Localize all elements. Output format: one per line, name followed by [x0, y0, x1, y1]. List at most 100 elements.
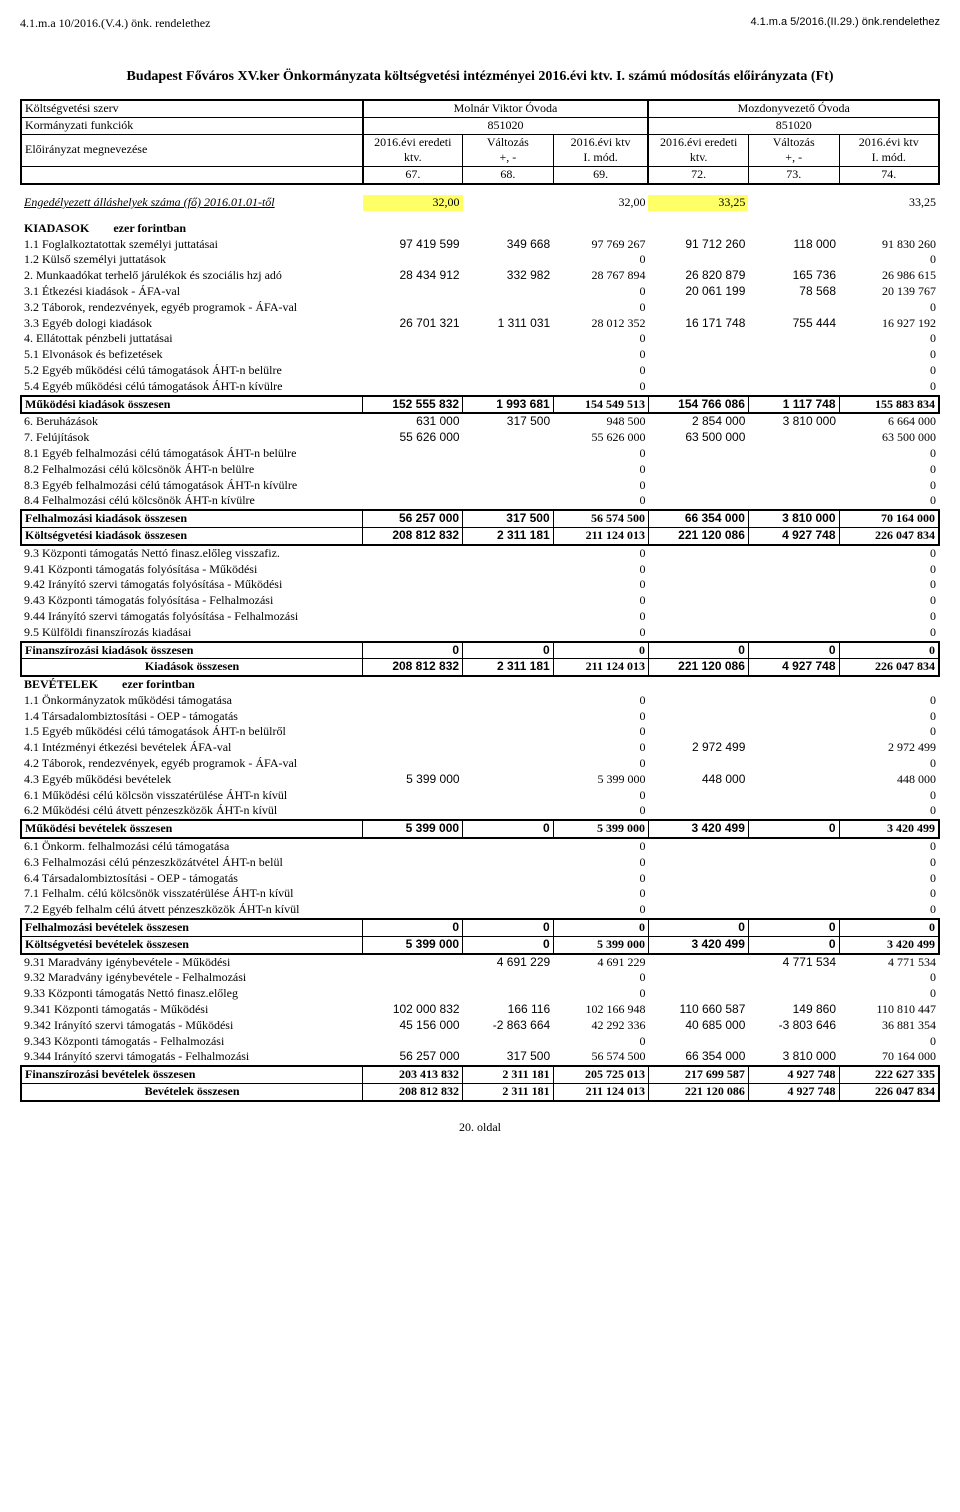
cell [748, 803, 839, 820]
cell [648, 347, 748, 363]
cell: 36 881 354 [839, 1018, 939, 1034]
cell: 0 [839, 902, 939, 919]
cell: 0 [553, 986, 648, 1002]
cell: 349 668 [463, 237, 554, 253]
cell: 0 [553, 709, 648, 725]
row-label: 7.1 Felhalm. célú kölcsönök visszatérülé… [21, 886, 363, 902]
cell: 0 [839, 625, 939, 642]
row-label: 1.1 Foglalkoztatottak személyi juttatása… [21, 237, 363, 253]
cell [648, 709, 748, 725]
cell: 755 444 [748, 316, 839, 332]
cell [463, 693, 554, 709]
table-row: 9.341 Központi támogatás - Működési102 0… [21, 1002, 939, 1018]
cell [648, 562, 748, 578]
row-label: 9.32 Maradvány igénybevétele - Felhalmoz… [21, 970, 363, 986]
header-refs: 4.1.m.a 10/2016.(V.4.) önk. rendelethez … [20, 16, 940, 31]
hdr-c3a: 2016.évi eredeti [648, 134, 748, 150]
cell [463, 724, 554, 740]
cell [463, 709, 554, 725]
cell: 0 [553, 252, 648, 268]
row-label: 7. Felújítások [21, 430, 363, 446]
cell: 45 156 000 [363, 1018, 463, 1034]
cell [363, 379, 463, 396]
cell: 149 860 [748, 1002, 839, 1018]
row-label: 9.5 Külföldi finanszírozás kiadásai [21, 625, 363, 642]
cell: 56 257 000 [363, 1049, 463, 1066]
cell [748, 609, 839, 625]
row-label: 9.42 Irányító szervi támogatás folyósítá… [21, 577, 363, 593]
cell: 97 419 599 [363, 237, 463, 253]
table-row: 9.5 Külföldi finanszírozás kiadásai00 [21, 625, 939, 642]
cell: 0 [553, 300, 648, 316]
cell [748, 252, 839, 268]
row-koltsegv-kiadasok: Költségvetési kiadások összesen 208 812 … [21, 527, 939, 544]
cell [748, 625, 839, 642]
cell: 2 972 499 [648, 740, 748, 756]
cell [463, 886, 554, 902]
table-row: 6.1 Működési célú kölcsön visszatérülése… [21, 788, 939, 804]
cell [648, 577, 748, 593]
cell [463, 593, 554, 609]
table-row: 2. Munkaadókat terhelő járulékok és szoc… [21, 268, 939, 284]
cell [363, 855, 463, 871]
cell [748, 593, 839, 609]
cell [363, 462, 463, 478]
cell [463, 986, 554, 1002]
cell [748, 693, 839, 709]
cell: 78 568 [748, 284, 839, 300]
cell: 26 701 321 [363, 316, 463, 332]
cell [648, 788, 748, 804]
cell [648, 871, 748, 887]
row-label: 9.3 Központi támogatás Nettó finasz.elől… [21, 545, 363, 562]
cell: 0 [839, 1034, 939, 1050]
cell [363, 577, 463, 593]
cell [648, 693, 748, 709]
cell: 0 [553, 902, 648, 919]
cell: 0 [839, 970, 939, 986]
cell [648, 593, 748, 609]
cell [648, 545, 748, 562]
table-row: 3.2 Táborok, rendezvények, egyéb program… [21, 300, 939, 316]
cell [363, 363, 463, 379]
cell: 0 [553, 478, 648, 494]
cell [648, 462, 748, 478]
cell: 0 [553, 803, 648, 820]
label-eloir: Előirányzat megnevezése [21, 134, 363, 167]
cell: 2 972 499 [839, 740, 939, 756]
colnum-74: 74. [839, 167, 939, 184]
cell [748, 740, 839, 756]
cell: 0 [839, 446, 939, 462]
row-label: 1.5 Egyéb működési célú támogatások ÁHT-… [21, 724, 363, 740]
cell [463, 609, 554, 625]
cell: 317 500 [463, 413, 554, 430]
cell [463, 625, 554, 642]
cell: 63 500 000 [648, 430, 748, 446]
cell: 631 000 [363, 413, 463, 430]
cell [463, 493, 554, 510]
row-label: 9.41 Központi támogatás folyósítása - Mű… [21, 562, 363, 578]
cell [463, 577, 554, 593]
table-row: 9.344 Irányító szervi támogatás - Felhal… [21, 1049, 939, 1066]
cell: 97 769 267 [553, 237, 648, 253]
cell [463, 772, 554, 788]
cell: 3 810 000 [748, 1049, 839, 1066]
cell: 332 982 [463, 268, 554, 284]
cell [463, 252, 554, 268]
cell [463, 756, 554, 772]
hdr-c5a: 2016.évi ktv [839, 134, 939, 150]
cell: 0 [553, 756, 648, 772]
cell: 28 767 894 [553, 268, 648, 284]
row-felhalm-kiadasok: Felhalmozási kiadások összesen 56 257 00… [21, 510, 939, 527]
cell [648, 986, 748, 1002]
cell: 4 771 534 [748, 954, 839, 971]
cell [463, 363, 554, 379]
cell: 40 685 000 [648, 1018, 748, 1034]
table-row: 7.1 Felhalm. célú kölcsönök visszatérülé… [21, 886, 939, 902]
row-mukodesi-kiadasok: Működési kiadások összesen 152 555 832 1… [21, 396, 939, 414]
cell: 0 [553, 693, 648, 709]
cell [363, 478, 463, 494]
cell: 0 [553, 446, 648, 462]
cell [463, 838, 554, 855]
cell: 102 000 832 [363, 1002, 463, 1018]
colnum-68: 68. [463, 167, 554, 184]
